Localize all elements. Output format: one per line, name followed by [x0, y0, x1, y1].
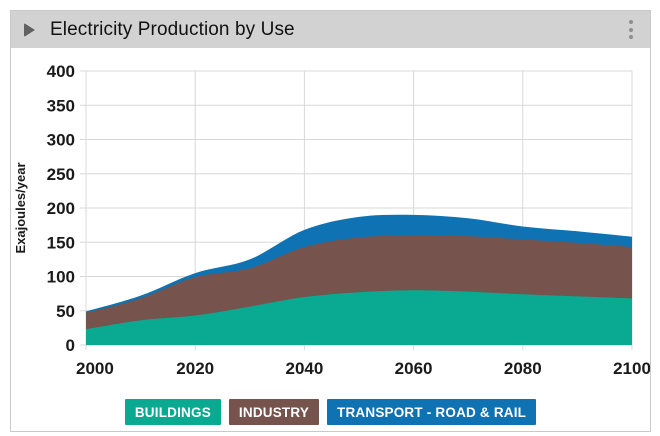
y-tick-label: 50 — [56, 302, 75, 321]
x-tick-label: 2000 — [76, 359, 114, 378]
y-tick-label: 0 — [66, 336, 75, 355]
y-tick-label: 200 — [47, 199, 75, 218]
y-tick-label: 300 — [47, 131, 75, 150]
y-tick-label: 400 — [47, 62, 75, 81]
x-tick-label: 2080 — [504, 359, 542, 378]
y-axis-title: Exajoules/year — [13, 162, 28, 253]
legend-item-transport-road-rail: TRANSPORT - ROAD & RAIL — [327, 399, 537, 425]
legend-item-industry: INDUSTRY — [228, 399, 320, 425]
legend-item-buildings: BUILDINGS — [124, 399, 221, 425]
y-tick-label: 150 — [47, 233, 75, 252]
x-tick-label: 2100 — [613, 359, 650, 378]
stacked-area-chart: 0 50 100 150 200 250 300 350 400 2000 2020 2040 2060… — [13, 62, 651, 378]
kebab-menu-icon — [629, 20, 633, 39]
x-tick-label: 2060 — [395, 359, 433, 378]
expand-graph-button[interactable] — [24, 22, 35, 37]
chart-legend: BUILDINGS INDUSTRY TRANSPORT - ROAD & RAIL — [11, 399, 650, 425]
chart-area: 0 50 100 150 200 250 300 350 400 2000 2020 2040 2060… — [11, 48, 651, 431]
area-buildings — [86, 290, 632, 345]
graph-header: Electricity Production by Use — [11, 11, 650, 48]
y-tick-label: 100 — [47, 268, 75, 287]
x-tick-label: 2040 — [285, 359, 323, 378]
x-tick-label: 2020 — [176, 359, 214, 378]
y-tick-label: 250 — [47, 165, 75, 184]
y-tick-label: 350 — [47, 96, 75, 115]
graph-title: Electricity Production by Use — [50, 18, 295, 40]
graph-card: Electricity Production by Use 0 50 100 150 2… — [10, 10, 651, 432]
caret-right-icon — [24, 22, 35, 37]
graph-menu-button[interactable] — [625, 18, 637, 41]
